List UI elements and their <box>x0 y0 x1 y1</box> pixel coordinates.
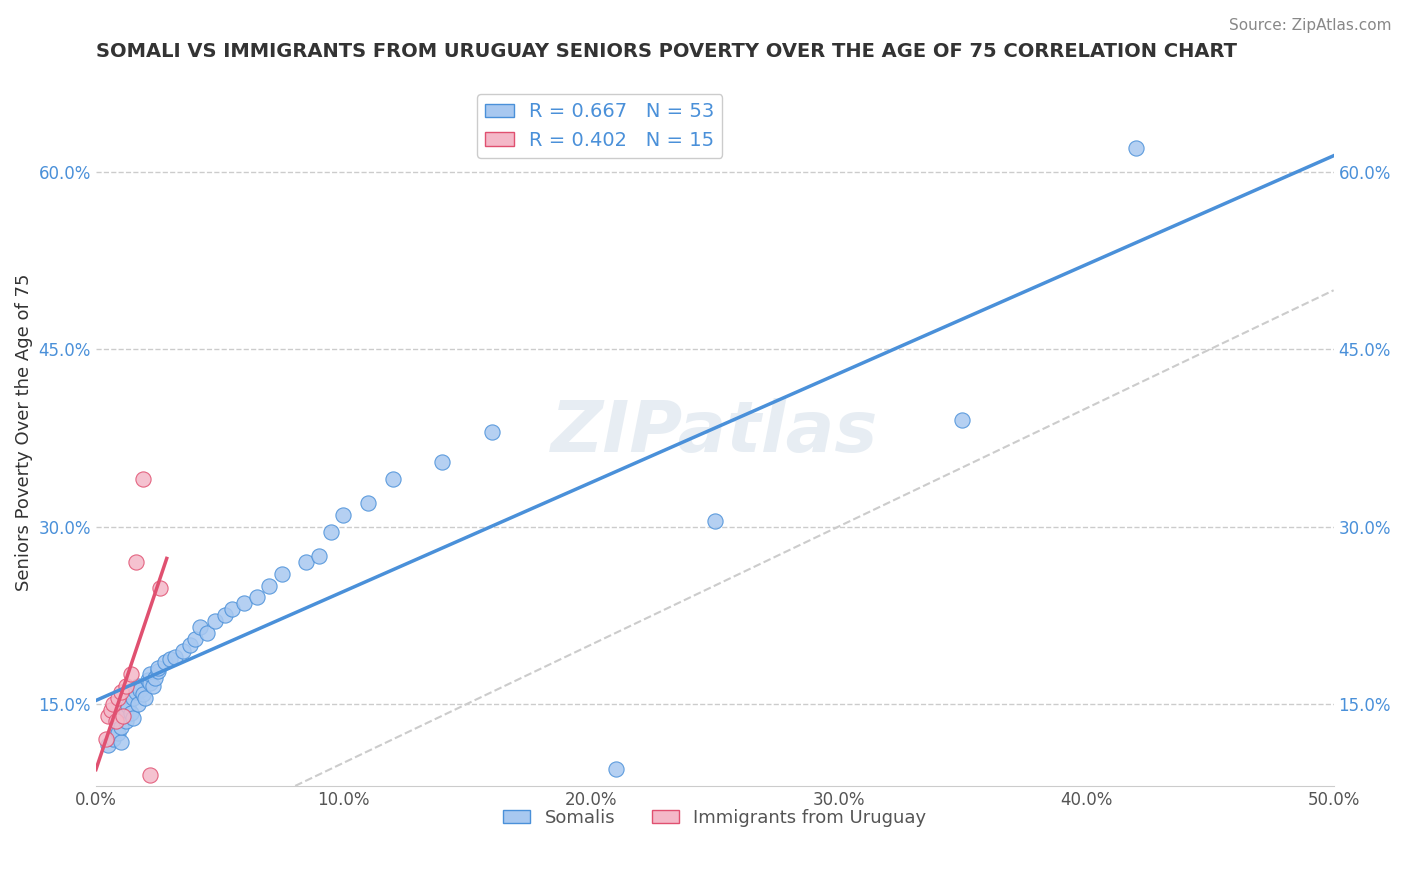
Text: ZIPatlas: ZIPatlas <box>551 398 879 467</box>
Point <box>142 679 165 693</box>
Point <box>114 714 136 729</box>
Point <box>120 667 142 681</box>
Point <box>110 685 132 699</box>
Point <box>1125 141 1147 155</box>
Point <box>127 697 149 711</box>
Point <box>97 708 120 723</box>
Point <box>139 675 162 690</box>
Point <box>104 723 127 737</box>
Point <box>122 690 145 705</box>
Point <box>159 652 181 666</box>
Point <box>114 679 136 693</box>
Point <box>114 703 136 717</box>
Point <box>188 620 211 634</box>
Point <box>432 454 454 468</box>
Point <box>143 671 166 685</box>
Point <box>97 738 120 752</box>
Point <box>149 581 172 595</box>
Point <box>139 767 162 781</box>
Point <box>146 664 169 678</box>
Point <box>357 496 380 510</box>
Point <box>134 690 156 705</box>
Point <box>136 673 159 687</box>
Point <box>146 661 169 675</box>
Point <box>165 649 187 664</box>
Point <box>950 413 973 427</box>
Point <box>233 596 256 610</box>
Point <box>204 614 226 628</box>
Point <box>308 549 330 563</box>
Point <box>481 425 503 439</box>
Point <box>221 602 243 616</box>
Legend: Somalis, Immigrants from Uruguay: Somalis, Immigrants from Uruguay <box>496 802 934 834</box>
Point <box>605 762 627 776</box>
Point <box>319 525 342 540</box>
Point <box>100 703 122 717</box>
Point <box>270 566 292 581</box>
Point <box>332 508 354 522</box>
Point <box>703 514 725 528</box>
Point <box>124 685 146 699</box>
Point <box>246 591 269 605</box>
Text: Source: ZipAtlas.com: Source: ZipAtlas.com <box>1229 18 1392 33</box>
Point <box>103 697 125 711</box>
Point <box>94 732 117 747</box>
Point <box>184 632 207 646</box>
Point <box>214 608 236 623</box>
Y-axis label: Seniors Poverty Over the Age of 75: Seniors Poverty Over the Age of 75 <box>15 273 32 591</box>
Text: SOMALI VS IMMIGRANTS FROM URUGUAY SENIORS POVERTY OVER THE AGE OF 75 CORRELATION: SOMALI VS IMMIGRANTS FROM URUGUAY SENIOR… <box>96 42 1237 61</box>
Point <box>127 679 149 693</box>
Point <box>179 638 201 652</box>
Point <box>104 714 127 729</box>
Point <box>257 579 280 593</box>
Point <box>381 472 404 486</box>
Point <box>195 626 218 640</box>
Point <box>295 555 318 569</box>
Point <box>172 643 194 657</box>
Point <box>124 555 146 569</box>
Point <box>120 706 142 721</box>
Point <box>112 708 135 723</box>
Point <box>132 687 155 701</box>
Point <box>110 734 132 748</box>
Point <box>139 667 162 681</box>
Point <box>155 656 177 670</box>
Point <box>129 682 152 697</box>
Point <box>117 699 139 714</box>
Point <box>103 732 125 747</box>
Point <box>107 726 129 740</box>
Point <box>122 711 145 725</box>
Point <box>132 472 155 486</box>
Point <box>107 690 129 705</box>
Point <box>110 720 132 734</box>
Point <box>90 814 112 829</box>
Point <box>112 708 135 723</box>
